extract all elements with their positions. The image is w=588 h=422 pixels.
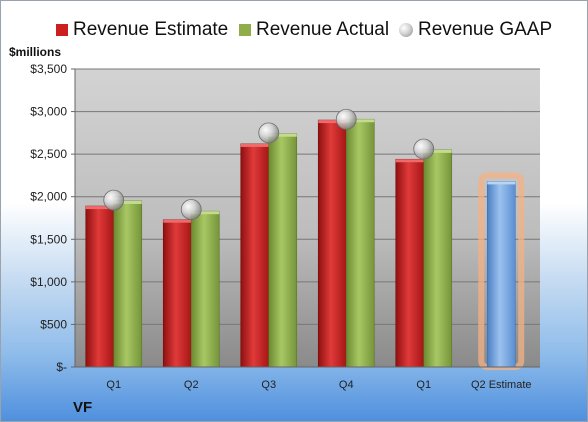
bar-top-estimate: [163, 219, 192, 223]
legend-item-estimate: Revenue Estimate: [56, 17, 228, 43]
bars: [85, 118, 525, 370]
legend-label-actual: Revenue Actual: [256, 19, 390, 40]
legend-label-estimate: Revenue Estimate: [73, 19, 229, 40]
x-tick-label: Q4: [339, 379, 354, 391]
legend-marker-gaap: [399, 23, 413, 37]
bar-estimate: [395, 158, 425, 368]
x-tick-label: Q2 Estimate: [471, 379, 532, 391]
bar-top-actual: [423, 149, 452, 153]
bar-top-estimate: [240, 143, 269, 147]
legend: Revenue Estimate Revenue Actual Revenue …: [1, 17, 587, 43]
y-tick-label: $500: [40, 317, 67, 331]
bar-estimate: [317, 119, 347, 368]
gaap-marker: [180, 199, 202, 220]
y-tick-label: $3,500: [30, 62, 67, 76]
legend-item-actual: Revenue Actual: [239, 17, 389, 43]
y-tick-label: $-: [56, 360, 67, 374]
gaap-marker: [413, 138, 435, 160]
company-ticker: VF: [73, 399, 93, 416]
x-tick-label: Q1: [106, 379, 121, 391]
bar-top-estimate: [318, 120, 347, 124]
bar-estimate-forecast: [486, 181, 516, 368]
legend-label-gaap: Revenue GAAP: [418, 19, 553, 40]
bar-actual: [423, 149, 453, 368]
bar-top-actual: [268, 133, 297, 137]
y-tick-label: $1,500: [30, 232, 67, 246]
bar-actual: [190, 210, 220, 368]
y-tick-label: $2,500: [30, 147, 67, 161]
bar-actual: [113, 200, 143, 368]
x-axis: Q1 Q2 Q3 Q4 Q1 Q2 Estimate: [75, 366, 540, 391]
bar-estimate: [85, 205, 115, 368]
gaap-marker: [258, 122, 280, 144]
x-tick-label: Q2: [184, 379, 199, 391]
plot-area: [75, 69, 540, 367]
bar-actual: [268, 133, 298, 368]
y-axis: $- $500 $1,000 $1,500 $2,000 $2,500 $3,000 $3,5…: [30, 62, 76, 374]
bar-top-estimate: [85, 206, 114, 210]
bar-estimate: [240, 143, 270, 368]
y-tick-label: $2,000: [30, 190, 67, 204]
gaap-marker: [335, 108, 357, 130]
bar-top-actual: [191, 211, 220, 215]
bar-estimate: [162, 219, 192, 368]
x-tick-label: Q3: [261, 379, 276, 391]
y-tick-label: $1,000: [30, 275, 67, 289]
bar-top-forecast: [487, 181, 516, 185]
bar-top-estimate: [395, 159, 424, 163]
bar-actual: [345, 118, 375, 368]
bar-top-actual: [113, 200, 142, 204]
y-tick-label: $3,000: [30, 105, 67, 119]
gaap-markers: [103, 108, 435, 220]
gaap-marker: [103, 189, 125, 211]
legend-swatch-actual: [239, 24, 251, 36]
bar-top-actual: [346, 119, 375, 123]
legend-swatch-estimate: [56, 24, 68, 36]
x-tick-label: Q1: [416, 379, 431, 391]
legend-item-gaap: Revenue GAAP: [399, 17, 552, 43]
unit-label: $millions: [9, 45, 62, 59]
